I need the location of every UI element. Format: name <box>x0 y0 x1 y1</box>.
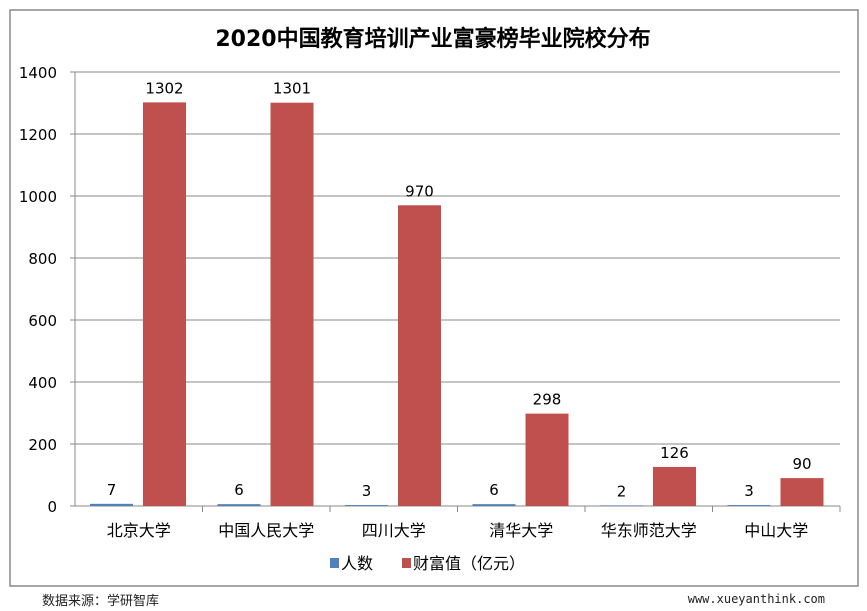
x-tick-label: 华东师范大学 <box>601 521 697 540</box>
bar <box>780 478 824 506</box>
data-label: 1302 <box>145 79 183 97</box>
data-label: 6 <box>489 481 499 499</box>
y-tick-label: 1400 <box>19 64 57 82</box>
bar <box>345 505 388 506</box>
data-label: 126 <box>660 444 689 462</box>
bar <box>600 505 643 506</box>
y-tick-label: 400 <box>28 374 57 392</box>
data-label: 3 <box>744 482 754 500</box>
bar <box>653 466 696 506</box>
bar <box>143 102 186 506</box>
legend-swatch <box>402 558 411 568</box>
bar <box>90 503 133 506</box>
legend-label: 财富值（亿元） <box>413 554 525 573</box>
data-label: 970 <box>405 182 434 200</box>
x-tick-label: 清华大学 <box>489 521 553 540</box>
y-tick-label: 0 <box>47 498 57 516</box>
data-label: 6 <box>234 481 244 499</box>
x-tick-label: 四川大学 <box>362 521 426 540</box>
bar <box>727 505 771 506</box>
y-tick-label: 200 <box>28 436 57 454</box>
bar <box>525 413 569 506</box>
x-tick-label: 中山大学 <box>744 521 808 540</box>
y-tick-label: 1200 <box>19 126 57 144</box>
y-tick-label: 1000 <box>19 188 57 206</box>
y-tick-label: 600 <box>28 312 57 330</box>
bar <box>270 102 314 506</box>
data-source: 数据来源：学研智库 <box>42 594 160 609</box>
data-label: 2 <box>617 482 627 500</box>
x-tick-label: 中国人民大学 <box>218 521 314 540</box>
bar <box>398 205 441 507</box>
site-url: www.xueyanthink.com <box>687 592 825 606</box>
y-tick-label: 800 <box>28 250 57 268</box>
legend-swatch <box>330 558 339 568</box>
bar <box>217 504 261 506</box>
data-label: 1301 <box>273 80 311 98</box>
bar <box>472 504 516 506</box>
data-label: 7 <box>107 481 117 499</box>
data-label: 90 <box>792 455 811 473</box>
legend-label: 人数 <box>341 554 373 573</box>
x-tick-label: 北京大学 <box>107 521 171 540</box>
data-label: 298 <box>533 391 562 409</box>
data-label: 3 <box>362 482 372 500</box>
chart-title: 2020中国教育培训产业富豪榜毕业院校分布 <box>215 26 650 52</box>
